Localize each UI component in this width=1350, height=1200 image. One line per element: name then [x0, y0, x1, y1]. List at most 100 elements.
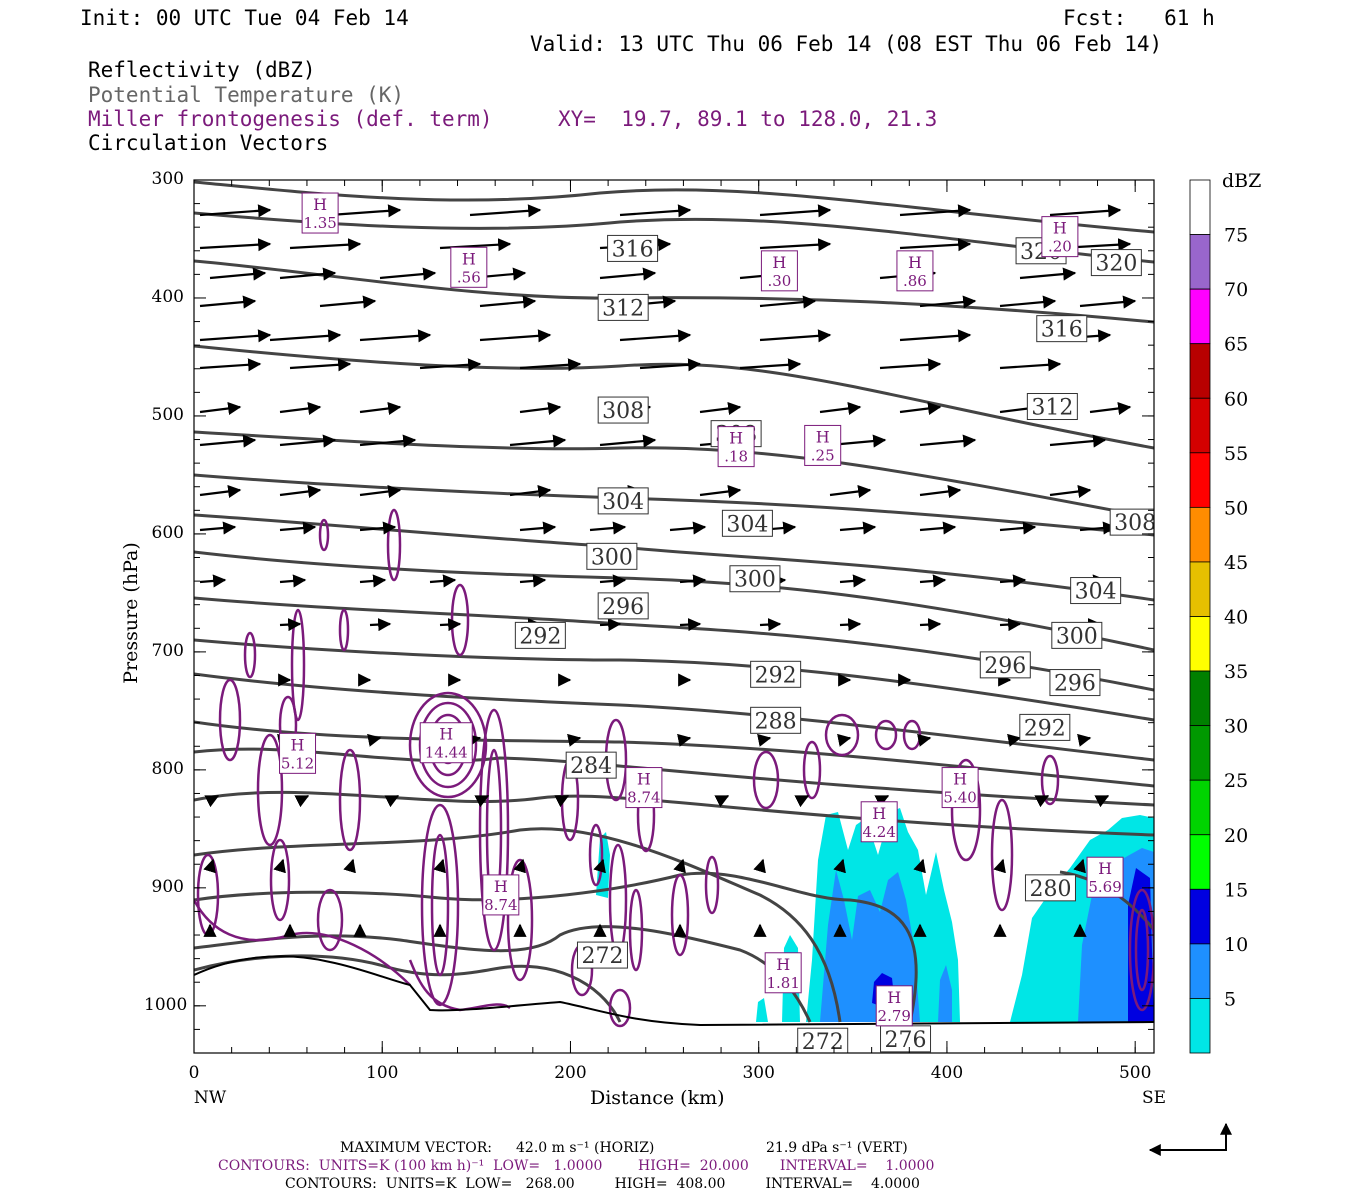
colorbar-swatch: [1189, 561, 1211, 617]
theta-contour: [194, 513, 1154, 602]
circulation-vector: [714, 795, 730, 808]
circulation-vector: [439, 618, 462, 632]
theta-label: 284: [570, 754, 612, 779]
fronto-max-h: H: [494, 877, 508, 896]
x-axis-left-end: NW: [193, 1088, 227, 1108]
colorbar-swatch: [1189, 397, 1211, 454]
fronto-max-box: [717, 426, 755, 468]
circulation-vector: [289, 238, 362, 252]
circulation-vector: [839, 574, 867, 588]
fronto-max-labels: H1.35H.56H.30H.86H.20H.18H.25H5.12H14.44…: [279, 192, 1124, 1027]
circulation-vector: [699, 401, 742, 416]
circulation-vector: [839, 618, 862, 632]
fronto-contour: [670, 873, 690, 957]
circulation-vector: [599, 434, 657, 448]
theta-label: 296: [984, 654, 1026, 679]
theta-label: 316: [612, 237, 654, 262]
colorbar-swatch: [1189, 888, 1211, 945]
circulation-vector: [279, 401, 322, 416]
theta-label: 320: [1095, 252, 1137, 277]
circulation-vector: [279, 267, 337, 281]
circulation-vector: [1049, 204, 1122, 218]
circulation-vector: [554, 795, 570, 808]
colorbar-label: 25: [1224, 770, 1248, 792]
fronto-max-box: [875, 985, 913, 1027]
theta-label-box: [565, 751, 617, 779]
fronto-max-h: H: [872, 804, 886, 823]
colorbar-label: 35: [1224, 661, 1248, 683]
circulation-vector: [199, 329, 272, 343]
circulation-vector: [699, 484, 742, 499]
circulation-vector: [319, 295, 377, 309]
fronto-contour: [752, 750, 780, 810]
fronto-contour: [386, 508, 402, 582]
theta-label-box: [597, 592, 649, 620]
theta-label: 300: [734, 568, 776, 593]
fronto-contour: [1134, 908, 1150, 992]
colorbar-swatch: [1189, 234, 1211, 290]
valid-time: Valid: 13 UTC Thu 06 Feb 14 (08 EST Thu …: [530, 32, 1163, 56]
colorbar-label: 45: [1224, 552, 1248, 574]
theta-label: 312: [602, 296, 644, 321]
circulation-vector: [369, 618, 392, 632]
circulation-vector: [509, 484, 552, 499]
theta-label: 308: [602, 399, 644, 424]
circulation-vector: [739, 358, 802, 372]
circulation-vector: [999, 574, 1027, 588]
y-tick-label: 700: [151, 640, 184, 661]
colorbar-swatch: [1189, 506, 1211, 563]
circulation-vector: [679, 618, 702, 632]
circulation-vector: [513, 858, 526, 874]
circulation-vector: [1007, 733, 1022, 747]
circulation-vector: [433, 858, 446, 874]
circulation-vector: [1077, 733, 1092, 747]
theta-contour: [194, 596, 1154, 692]
circulation-vector: [999, 358, 1062, 372]
terrain-line: [194, 955, 1154, 1027]
fronto-max-h: H: [291, 735, 305, 754]
fronto-contour: [1128, 888, 1154, 1012]
forecast-hour: Fcst: 61 h: [1063, 6, 1215, 30]
circulation-vector: [199, 204, 272, 218]
theta-contour: [194, 720, 1154, 788]
circulation-vector: [509, 434, 567, 448]
fronto-contour: [588, 823, 604, 887]
circulation-vector: [359, 484, 402, 499]
colorbar-swatch: [1189, 998, 1211, 1054]
circulation-vector: [384, 795, 400, 808]
fronto-contour: [338, 748, 362, 852]
fronto-max-h: H: [1098, 859, 1112, 878]
theta-label: 304: [602, 490, 644, 515]
fronto-max-value: 8.74: [627, 789, 660, 807]
circulation-vector: [619, 204, 692, 218]
circulation-vector: [359, 329, 432, 343]
circulation-vector: [599, 574, 627, 588]
axis-ticks: [193, 179, 1154, 1054]
footer-max-horiz: 42.0 m s⁻¹ (HORIZ): [516, 1140, 655, 1156]
vector-scale-arrow: [1148, 1122, 1232, 1156]
theta-label-box: [1090, 249, 1142, 277]
field-vectors: Circulation Vectors: [88, 131, 329, 155]
fronto-max-h: H: [729, 429, 743, 448]
colorbar: 5 10 15 20 25 30 35 40 45 50 55 60 65 70 75: [1189, 179, 1248, 1054]
circulation-vector: [999, 521, 1037, 535]
circulation-vector: [1094, 795, 1110, 808]
colorbar-swatch: [1189, 616, 1211, 672]
theta-contour: [194, 259, 1154, 324]
circulation-vector: [204, 795, 220, 808]
fronto-contour: [338, 608, 350, 652]
theta-label: 292: [519, 624, 561, 649]
fronto-max-value: .25: [811, 446, 835, 464]
fronto-max-box: [301, 192, 339, 234]
circulation-vector: [874, 795, 890, 808]
theta-label: 316: [1041, 318, 1083, 343]
circulation-vector: [429, 574, 457, 588]
circulation-vector: [919, 574, 947, 588]
theta-label-box: [586, 542, 638, 570]
plot-area: 316 312 308 304 300 296 292 308 304 300 292 288 284 2…: [194, 180, 1154, 1053]
theta-label: 288: [755, 709, 797, 734]
circulation-vector: [359, 434, 417, 448]
fronto-max-box: [625, 767, 663, 809]
fronto-contour: [196, 853, 220, 937]
fronto-max-h: H: [908, 253, 922, 272]
